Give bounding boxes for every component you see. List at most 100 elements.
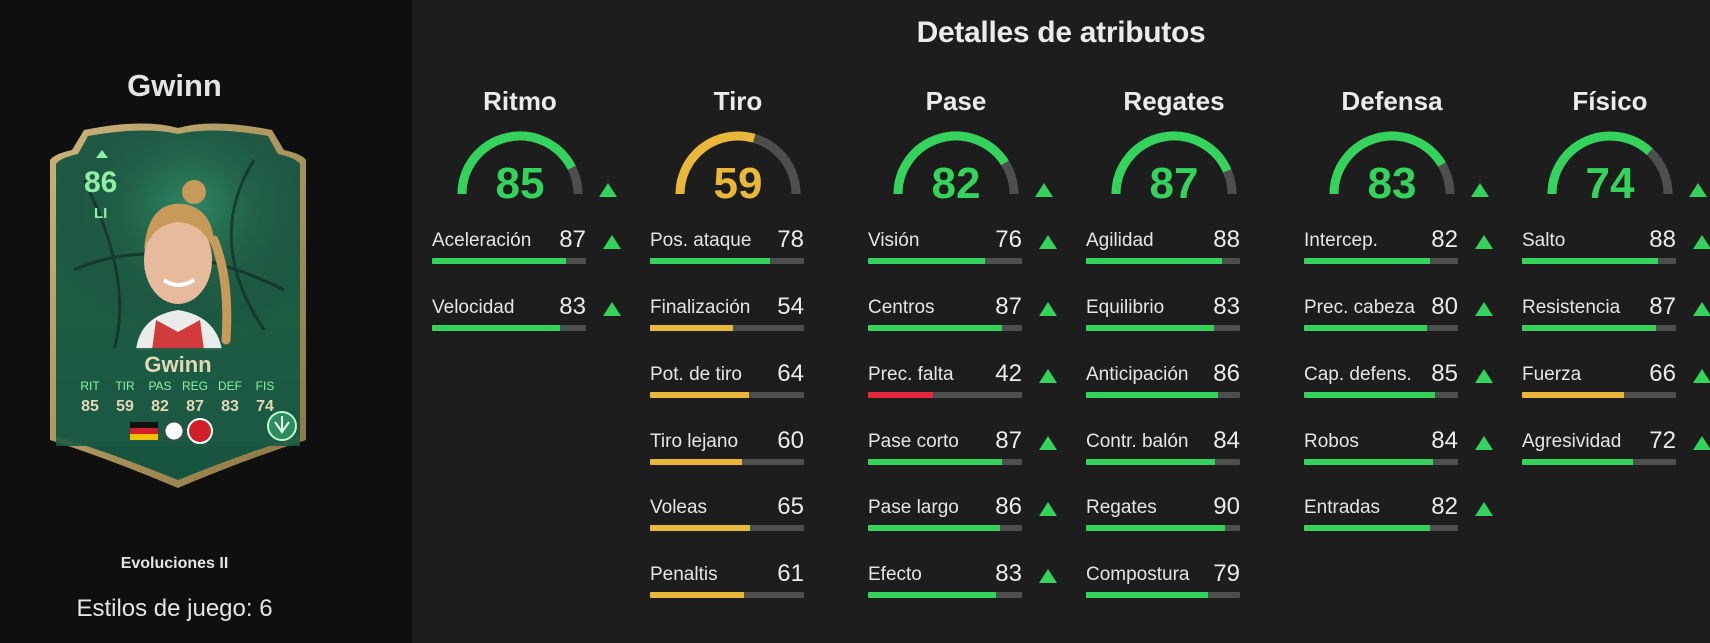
stat-name: Penaltis — [650, 564, 718, 585]
stat-row[interactable]: Equilibrio 83 — [1086, 293, 1276, 339]
player-card[interactable]: 86 LI Gwinn RIT TIR PAS REG DEF FIS 85 5… — [44, 120, 312, 492]
stat-row[interactable]: Penaltis 61 — [650, 560, 840, 606]
stat-bar — [1086, 592, 1240, 598]
card-edition: Evoluciones II — [120, 555, 229, 572]
stat-row[interactable]: Prec. cabeza 80 — [1304, 293, 1494, 339]
stat-row[interactable]: Agilidad 88 — [1086, 226, 1276, 272]
stat-bar — [1304, 525, 1458, 531]
stat-row[interactable]: Fuerza 66 — [1522, 360, 1710, 406]
stat-row[interactable]: Pase largo 86 — [868, 493, 1058, 539]
stat-row[interactable]: Pot. de tiro 64 — [650, 360, 840, 406]
league-badge — [164, 421, 184, 441]
stat-row[interactable]: Intercep. 82 — [1304, 226, 1494, 272]
gauge-fill — [457, 131, 576, 195]
stat-bar-fill — [1522, 459, 1633, 465]
arrow-up-icon — [603, 302, 621, 316]
stat-bar — [1086, 459, 1240, 465]
category-title: Ritmo — [483, 86, 557, 116]
stat-value: 86 — [1213, 360, 1240, 387]
stat-name: Agresividad — [1522, 431, 1622, 452]
stat-bar — [868, 258, 1022, 264]
stat-row[interactable]: Pos. ataque 78 — [650, 226, 840, 272]
stat-bar — [650, 325, 804, 331]
svg-text:82: 82 — [151, 398, 169, 415]
stat-row[interactable]: Efecto 83 — [868, 560, 1058, 606]
stat-name: Visión — [868, 230, 920, 251]
stat-row[interactable]: Velocidad 83 — [432, 293, 622, 339]
stat-value: 87 — [559, 226, 586, 253]
category-upgrade-indicator — [598, 182, 618, 198]
stat-name: Equilibrio — [1086, 297, 1165, 318]
stat-bar-fill — [1086, 325, 1214, 331]
stat-bar — [650, 525, 804, 531]
stat-bar — [1522, 392, 1676, 398]
stat-row[interactable]: Cap. defens. 85 — [1304, 360, 1494, 406]
stat-row[interactable]: Voleas 65 — [650, 493, 840, 539]
card-position: LI — [94, 205, 107, 222]
stat-name: Velocidad — [432, 297, 515, 318]
stat-bar — [650, 258, 804, 264]
stat-value: 84 — [1213, 427, 1240, 454]
arrow-up-icon — [1475, 302, 1493, 316]
stat-row[interactable]: Entradas 82 — [1304, 493, 1494, 539]
stat-name: Intercep. — [1304, 230, 1378, 251]
stat-row[interactable]: Anticipación 86 — [1086, 360, 1276, 406]
arrow-up-icon — [1039, 436, 1057, 450]
stat-bar — [1304, 325, 1458, 331]
arrow-up-icon — [1039, 235, 1057, 249]
arrow-up-icon — [1475, 502, 1493, 516]
arrow-up-icon — [603, 235, 621, 249]
stat-bar-fill — [1522, 258, 1658, 264]
stat-bar — [432, 325, 586, 331]
stat-row[interactable]: Resistencia 87 — [1522, 293, 1710, 339]
stat-row[interactable]: Compostura 79 — [1086, 560, 1276, 606]
stat-bar — [1304, 258, 1458, 264]
category-value: 85 — [496, 159, 545, 202]
svg-text:REG: REG — [182, 379, 208, 393]
stat-bar-fill — [868, 592, 996, 598]
stat-row[interactable]: Prec. falta 42 — [868, 360, 1058, 406]
stat-name: Pot. de tiro — [650, 364, 742, 385]
stat-row[interactable]: Centros 87 — [868, 293, 1058, 339]
stat-row[interactable]: Robos 84 — [1304, 427, 1494, 473]
svg-text:83: 83 — [221, 398, 239, 415]
stat-bar-fill — [1086, 459, 1216, 465]
arrow-up-icon — [1039, 502, 1057, 516]
stat-row[interactable]: Regates 90 — [1086, 493, 1276, 539]
stat-name: Prec. cabeza — [1304, 297, 1415, 318]
stat-value: 86 — [995, 493, 1022, 520]
stat-bar — [1304, 459, 1458, 465]
stat-row[interactable]: Visión 76 — [868, 226, 1058, 272]
stat-value: 87 — [995, 293, 1022, 320]
stat-name: Aceleración — [432, 230, 532, 251]
stat-row[interactable]: Tiro lejano 60 — [650, 427, 840, 473]
stat-bar-fill — [650, 258, 771, 264]
stat-name: Efecto — [868, 564, 922, 585]
svg-text:74: 74 — [256, 398, 274, 415]
stat-value: 85 — [1431, 360, 1458, 387]
stat-name: Anticipación — [1086, 364, 1189, 385]
stat-row[interactable]: Agresividad 72 — [1522, 427, 1710, 473]
stat-value: 82 — [1431, 493, 1458, 520]
stat-bar-fill — [868, 325, 1002, 331]
stat-name: Voleas — [650, 497, 708, 518]
playstyles-count[interactable]: Estilos de juego: 6 — [76, 595, 273, 622]
gauge-fill — [675, 131, 756, 195]
stat-upgrade-indicator — [1692, 368, 1710, 384]
stat-row[interactable]: Finalización 54 — [650, 293, 840, 339]
stat-name: Fuerza — [1522, 364, 1582, 385]
stat-bar-fill — [1304, 258, 1431, 264]
stat-row[interactable]: Contr. balón 84 — [1086, 427, 1276, 473]
stat-row[interactable]: Pase corto 87 — [868, 427, 1058, 473]
stat-row[interactable]: Salto 88 — [1522, 226, 1710, 272]
germany-flag — [130, 422, 158, 440]
svg-text:87: 87 — [186, 398, 204, 415]
stat-value: 87 — [995, 427, 1022, 454]
category-5: Físico 74 Salto 88 Resistencia 87 Fuerza 66 Agre… — [1520, 0, 1710, 643]
category-gauge: 87 — [1111, 131, 1237, 202]
stat-row[interactable]: Aceleración 87 — [432, 226, 622, 272]
category-gauge: 83 — [1329, 131, 1455, 202]
arrow-up-icon — [1689, 183, 1707, 197]
stat-value: 72 — [1649, 427, 1676, 454]
stat-value: 78 — [777, 226, 804, 253]
